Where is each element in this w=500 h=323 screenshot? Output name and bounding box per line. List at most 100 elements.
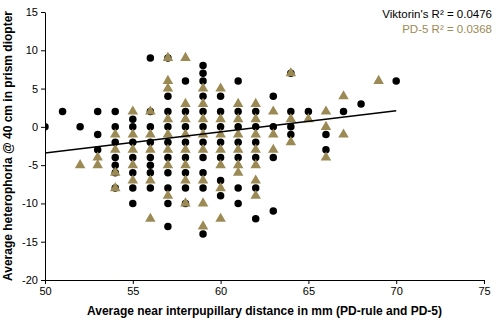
x-tick: 60 [215,280,227,297]
chart: 505560657075-20-15-10-5051015Average nea… [0,0,500,323]
point [199,70,206,77]
point [321,105,332,114]
x-tick: 50 [39,280,51,297]
point [163,190,174,199]
point [233,167,244,176]
point [164,92,171,99]
point [217,192,224,199]
x-axis-line [46,280,485,281]
point [250,144,261,153]
y-tick: -20 [22,274,45,286]
point [111,108,118,115]
point [338,128,349,137]
point [215,144,226,153]
point [252,215,259,222]
point [164,223,171,230]
point [164,169,171,176]
y-axis-line [45,13,46,281]
x-tick-label: 75 [478,285,490,297]
point [163,128,174,137]
point [198,197,209,206]
point [286,67,297,76]
point [286,136,297,145]
point [180,174,191,183]
y-tick-label: -10 [22,197,38,209]
point [163,144,174,153]
x-tick-mark [133,280,134,284]
y-tick-mark [41,127,45,128]
x-axis: 505560657075 [39,280,490,297]
y-tick: 5 [32,83,45,95]
point [180,52,191,61]
point [199,154,206,161]
y-tick-label: 10 [26,44,38,56]
point [250,190,261,199]
legend: Viktorin's R² = 0.0476PD-5 R² = 0.0368 [382,8,492,35]
point [250,113,261,122]
point [128,144,139,153]
point [215,213,226,222]
point [180,113,191,122]
point [128,128,139,137]
point [75,159,86,168]
y-tick-label: 0 [32,121,38,133]
point [234,200,241,207]
y-tick: -15 [22,236,45,248]
x-tick-label: 50 [39,285,51,297]
point [59,108,66,115]
point [147,54,154,61]
point [234,184,241,191]
point [110,182,121,191]
y-tick-mark [41,280,45,281]
y-tick-label: 15 [26,6,38,18]
x-tick: 65 [303,280,315,297]
point [163,82,174,91]
point [250,159,261,168]
point [182,77,189,84]
x-tick-mark [45,280,46,284]
x-tick-label: 55 [127,285,139,297]
y-tick: 15 [26,6,45,18]
x-tick-label: 65 [303,285,315,297]
x-tick: 55 [127,280,139,297]
data-area [45,52,400,238]
point [268,144,279,153]
point [129,200,136,207]
point [180,98,191,107]
point [163,52,174,61]
series-1 [75,52,384,230]
x-tick-label: 60 [215,285,227,297]
point [215,159,226,168]
point [215,82,226,91]
point [270,154,277,161]
point [76,123,83,130]
point [340,108,347,115]
point [198,174,209,183]
point [180,197,191,206]
point [321,151,332,160]
x-tick-mark [221,280,222,284]
y-tick-mark [41,165,45,166]
point [215,182,226,191]
y-tick-label: -5 [28,159,38,171]
point [94,131,101,138]
point [199,184,206,191]
point [198,144,209,153]
point [180,144,191,153]
y-tick: 10 [26,44,45,56]
point [145,128,156,137]
y-tick-mark [41,89,45,90]
y-tick: -5 [28,159,45,171]
point [163,159,174,168]
point [147,184,154,191]
y-axis-title: Average heterophoria @ 40 cm in prism di… [1,11,15,281]
point [250,174,261,183]
point [234,77,241,84]
y-tick-mark [41,12,45,13]
point [268,105,279,114]
y-tick-label: 5 [32,83,38,95]
point [322,131,329,138]
point [199,62,206,69]
point [164,200,171,207]
point [392,77,399,84]
